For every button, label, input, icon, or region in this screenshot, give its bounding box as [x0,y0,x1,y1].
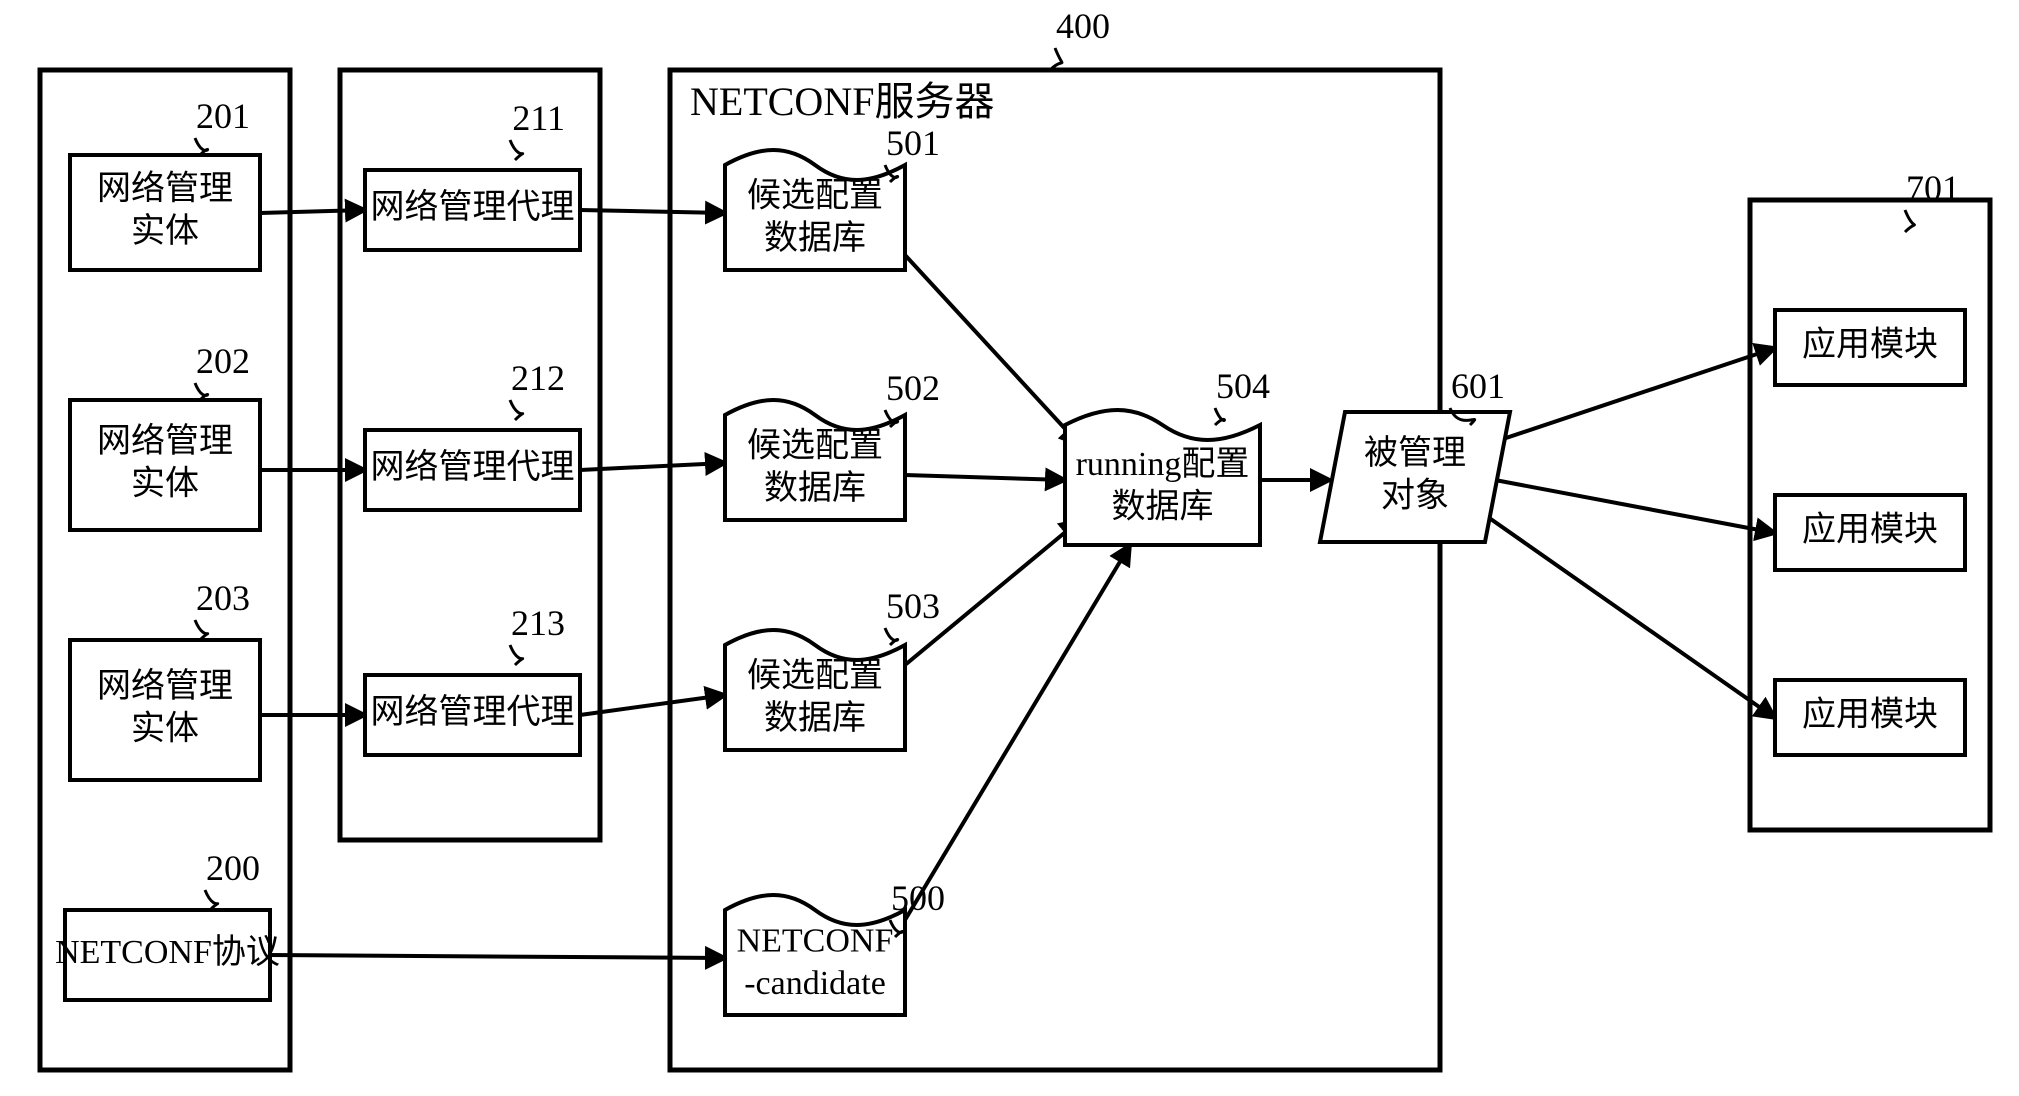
label-app3: 应用模块 [1802,695,1938,733]
ref-leader [1215,408,1224,425]
ref-number: 213 [511,603,565,643]
ref-number: 504 [1216,366,1270,406]
ref-number: 601 [1451,366,1505,406]
ref-leader [1050,48,1062,70]
label-app1: 应用模块 [1802,325,1938,363]
netconf-architecture-diagram: NETCONF服务器400701网络管理实体201网络管理实体202网络管理实体… [0,0,2019,1096]
arrow-proto-to-nccand [270,955,725,958]
ref-number: 503 [886,586,940,626]
arrow-cand2-to-running [905,475,1065,480]
label-app2: 应用模块 [1802,510,1938,548]
ref-number: 400 [1056,6,1110,46]
ref-number: 201 [196,96,250,136]
label-proto: NETCONF协议 [55,933,280,971]
arrow-managed-to-app1 [1485,348,1775,445]
ref-leader [195,620,208,640]
ref-number: 212 [511,358,565,398]
arrow-cand1-to-running [905,255,1080,445]
ref-number: 501 [886,123,940,163]
label-agent1: 网络管理代理 [371,188,575,226]
ref-number: 211 [512,98,565,138]
ref-number: 701 [1906,168,1960,208]
ref-number: 202 [196,341,250,381]
ref-leader [885,628,898,645]
container-label-server: NETCONF服务器 [690,79,994,124]
ref-leader [205,890,218,910]
ref-number: 200 [206,848,260,888]
ref-leader [1905,210,1914,232]
ref-number: 203 [196,578,250,618]
ref-number: 500 [891,878,945,918]
ref-leader [510,400,523,420]
arrow-ent1-to-agent1 [260,210,365,213]
arrow-managed-to-app2 [1495,480,1775,533]
label-agent2: 网络管理代理 [371,448,575,486]
ref-number: 502 [886,368,940,408]
ref-leader [195,383,208,400]
ref-leader [510,645,523,665]
ref-leader [195,138,208,155]
arrow-managed-to-app3 [1485,515,1775,718]
ref-leader [510,140,523,160]
label-agent3: 网络管理代理 [371,693,575,731]
